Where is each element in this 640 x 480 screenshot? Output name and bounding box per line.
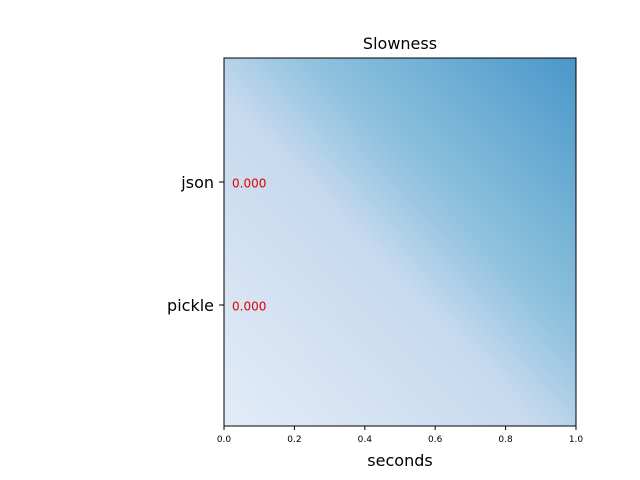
data-label: 0.000	[232, 300, 266, 314]
x-tick-label: 0.0	[217, 435, 232, 445]
x-tick-label: 0.6	[428, 435, 443, 445]
x-tick-label: 0.2	[287, 435, 301, 445]
data-label: 0.000	[232, 177, 266, 191]
y-tick-labels: json pickle	[167, 173, 224, 315]
x-axis-label: seconds	[367, 451, 432, 470]
plot-frame	[223, 57, 577, 427]
x-tick-label: 0.8	[498, 435, 513, 445]
plot-background	[224, 58, 576, 426]
y-tick-label: pickle	[167, 296, 214, 315]
x-tick-label: 1.0	[569, 435, 584, 445]
chart-title: Slowness	[363, 34, 437, 53]
y-tick-label: json	[180, 173, 214, 192]
x-tick-label: 0.4	[358, 435, 373, 445]
x-ticks: 0.0 0.2 0.4 0.6 0.8 1.0	[217, 426, 584, 445]
data-labels: 0.000 0.000	[232, 177, 266, 314]
